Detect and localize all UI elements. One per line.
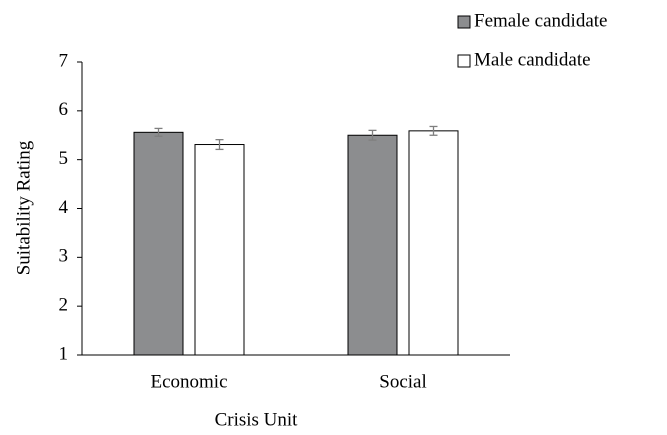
y-axis-title: Suitability Rating [13,140,34,275]
x-tick-label: Social [379,371,427,392]
y-tick-label: 6 [59,99,69,120]
y-tick-label: 2 [59,295,69,316]
error-bar [154,127,163,137]
error-bar [368,129,377,141]
y-tick-label: 7 [59,50,69,71]
y-tick-label: 4 [59,197,69,218]
bar [194,144,245,356]
legend-label: Female candidate [474,10,607,31]
y-tick-label: 5 [59,148,69,169]
legend-swatch [457,54,471,68]
bar [347,134,398,356]
y-tick-label: 3 [59,246,69,267]
legend-swatch [457,15,471,29]
legend-label: Male candidate [474,49,591,70]
bar [408,130,459,356]
x-tick-label: Economic [150,371,227,392]
x-axis-title: Crisis Unit [215,409,299,430]
bar [133,131,184,356]
error-bar [429,125,438,136]
error-bar [215,138,224,151]
y-tick-label: 1 [59,343,69,364]
